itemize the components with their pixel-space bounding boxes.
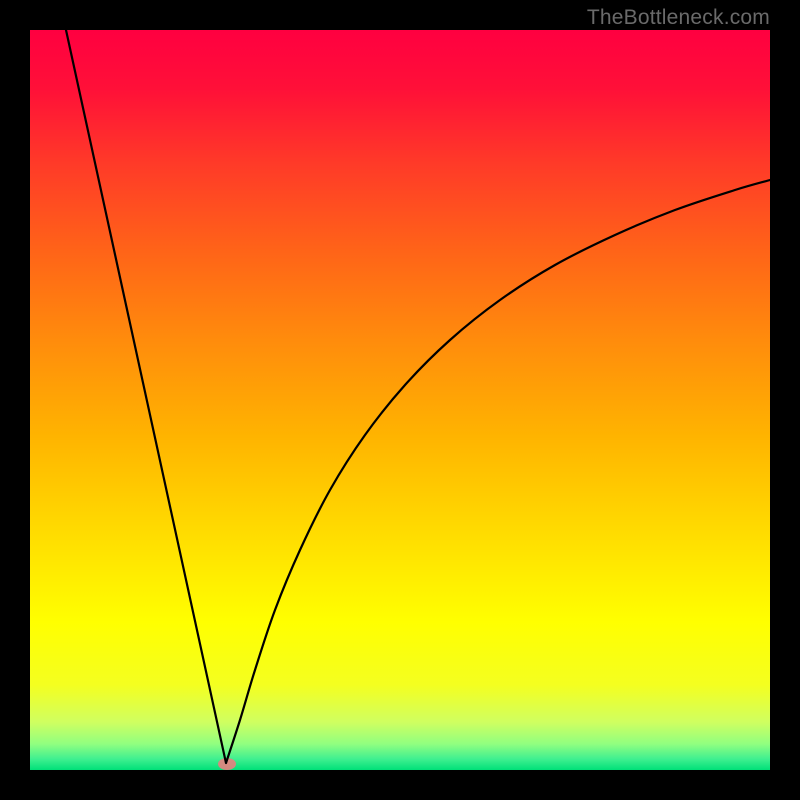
gradient-background <box>30 30 770 770</box>
plot-area <box>30 30 770 770</box>
bottleneck-chart <box>30 30 770 770</box>
watermark-text: TheBottleneck.com <box>587 6 770 30</box>
